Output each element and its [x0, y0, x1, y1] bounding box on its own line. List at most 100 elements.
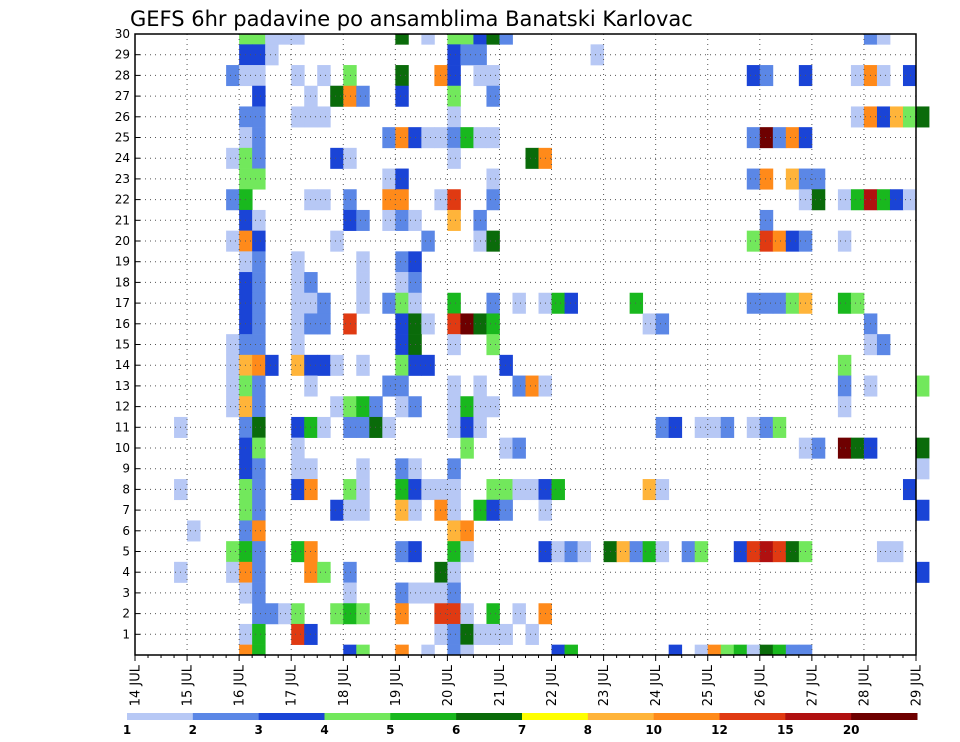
precip-cell [707, 416, 722, 438]
precip-cell [642, 313, 657, 335]
precip-cell [759, 230, 774, 252]
x-tick-label: 24 JUL [649, 664, 664, 706]
precip-cell [343, 85, 357, 107]
precip-cell [916, 375, 930, 397]
precip-cell [343, 644, 357, 656]
precip-cell [759, 65, 774, 87]
legend-swatch [258, 713, 325, 720]
precip-cell [460, 396, 474, 418]
precip-cell [291, 416, 305, 438]
precip-cell [850, 106, 865, 128]
legend-swatch [785, 713, 852, 720]
precip-cell [460, 437, 474, 459]
precip-cell [382, 416, 396, 438]
x-tick-label: 15 JUL [181, 664, 196, 706]
precip-cell [291, 106, 305, 128]
precip-cell [486, 189, 500, 211]
precip-cell [902, 479, 917, 501]
precip-cell [447, 499, 461, 521]
precip-cell [252, 458, 266, 480]
y-tick-label: 6 [122, 524, 130, 538]
precip-cell [564, 644, 578, 656]
precip-cell [694, 644, 709, 656]
precip-cell [317, 313, 331, 335]
precip-cell [252, 541, 266, 563]
precip-cell [863, 34, 878, 45]
precip-cell [291, 541, 305, 563]
precip-cell [746, 65, 761, 87]
precip-cell [759, 292, 774, 314]
precip-cell [343, 603, 357, 625]
y-tick-label: 18 [115, 275, 130, 289]
precip-cell [876, 541, 891, 563]
precip-cell [837, 437, 852, 459]
precip-cell [564, 541, 578, 563]
precip-cell [759, 644, 774, 656]
precip-cell [551, 292, 565, 314]
y-tick-label: 19 [115, 255, 130, 269]
precip-cell [369, 396, 383, 418]
precip-cell [759, 416, 774, 438]
precip-cell [447, 85, 461, 107]
precip-cell [395, 603, 409, 625]
precip-cell [837, 375, 852, 397]
precip-cell [447, 127, 461, 149]
precip-cell [226, 375, 240, 397]
precip-cell [447, 520, 461, 542]
precip-cell [291, 334, 305, 356]
precip-cell [447, 189, 461, 211]
precip-cell [876, 334, 891, 356]
precip-cell [746, 230, 761, 252]
x-tick-label: 26 JUL [753, 664, 768, 706]
precip-cell [785, 230, 800, 252]
y-tick-label: 16 [115, 317, 130, 331]
legend-label: 4 [320, 723, 328, 737]
precip-cell [330, 230, 344, 252]
precip-cell [343, 313, 357, 335]
x-tick-label: 25 JUL [701, 664, 716, 706]
precip-cell [382, 168, 396, 190]
precip-cell [785, 127, 800, 149]
precip-cell [252, 375, 266, 397]
precip-cell [785, 168, 800, 190]
precip-cell [382, 375, 396, 397]
y-tick-label: 22 [115, 193, 130, 207]
precip-cell [694, 416, 709, 438]
legend-swatch [390, 713, 457, 720]
precip-cell [811, 168, 826, 190]
precip-cell [616, 541, 631, 563]
precip-cell [746, 127, 761, 149]
precip-cell [395, 209, 409, 231]
precip-cell [343, 65, 357, 87]
precip-cell [916, 561, 930, 583]
precip-cell [473, 34, 487, 45]
precip-cell [759, 168, 774, 190]
y-tick-label: 24 [115, 151, 130, 165]
precip-cell [447, 375, 461, 397]
precip-cell [395, 458, 409, 480]
precip-cell [252, 561, 266, 583]
precip-cell [395, 65, 409, 87]
precip-cell [252, 582, 266, 604]
precip-cell [356, 354, 370, 376]
precip-cell [902, 65, 917, 87]
precip-cell [486, 230, 500, 252]
legend-label: 15 [777, 723, 794, 737]
precip-cell [434, 479, 448, 501]
precip-cell [252, 416, 266, 438]
precip-cell [434, 499, 448, 521]
precip-cell [434, 603, 448, 625]
legend-swatch [192, 713, 260, 720]
precip-cell [317, 354, 331, 376]
precip-cell [746, 541, 761, 563]
x-axis-ticks: 14 JUL 15 JUL 16 JUL 17 JUL 18 JUL 19 JUL 20 J… [129, 655, 925, 706]
precip-cell [317, 106, 331, 128]
precip-cell [434, 189, 448, 211]
precip-cell [486, 334, 500, 356]
precip-cell [343, 147, 357, 169]
precip-cell [395, 354, 409, 376]
precip-cell [876, 65, 891, 87]
legend-swatch [851, 713, 918, 720]
y-tick-label: 27 [115, 89, 130, 103]
